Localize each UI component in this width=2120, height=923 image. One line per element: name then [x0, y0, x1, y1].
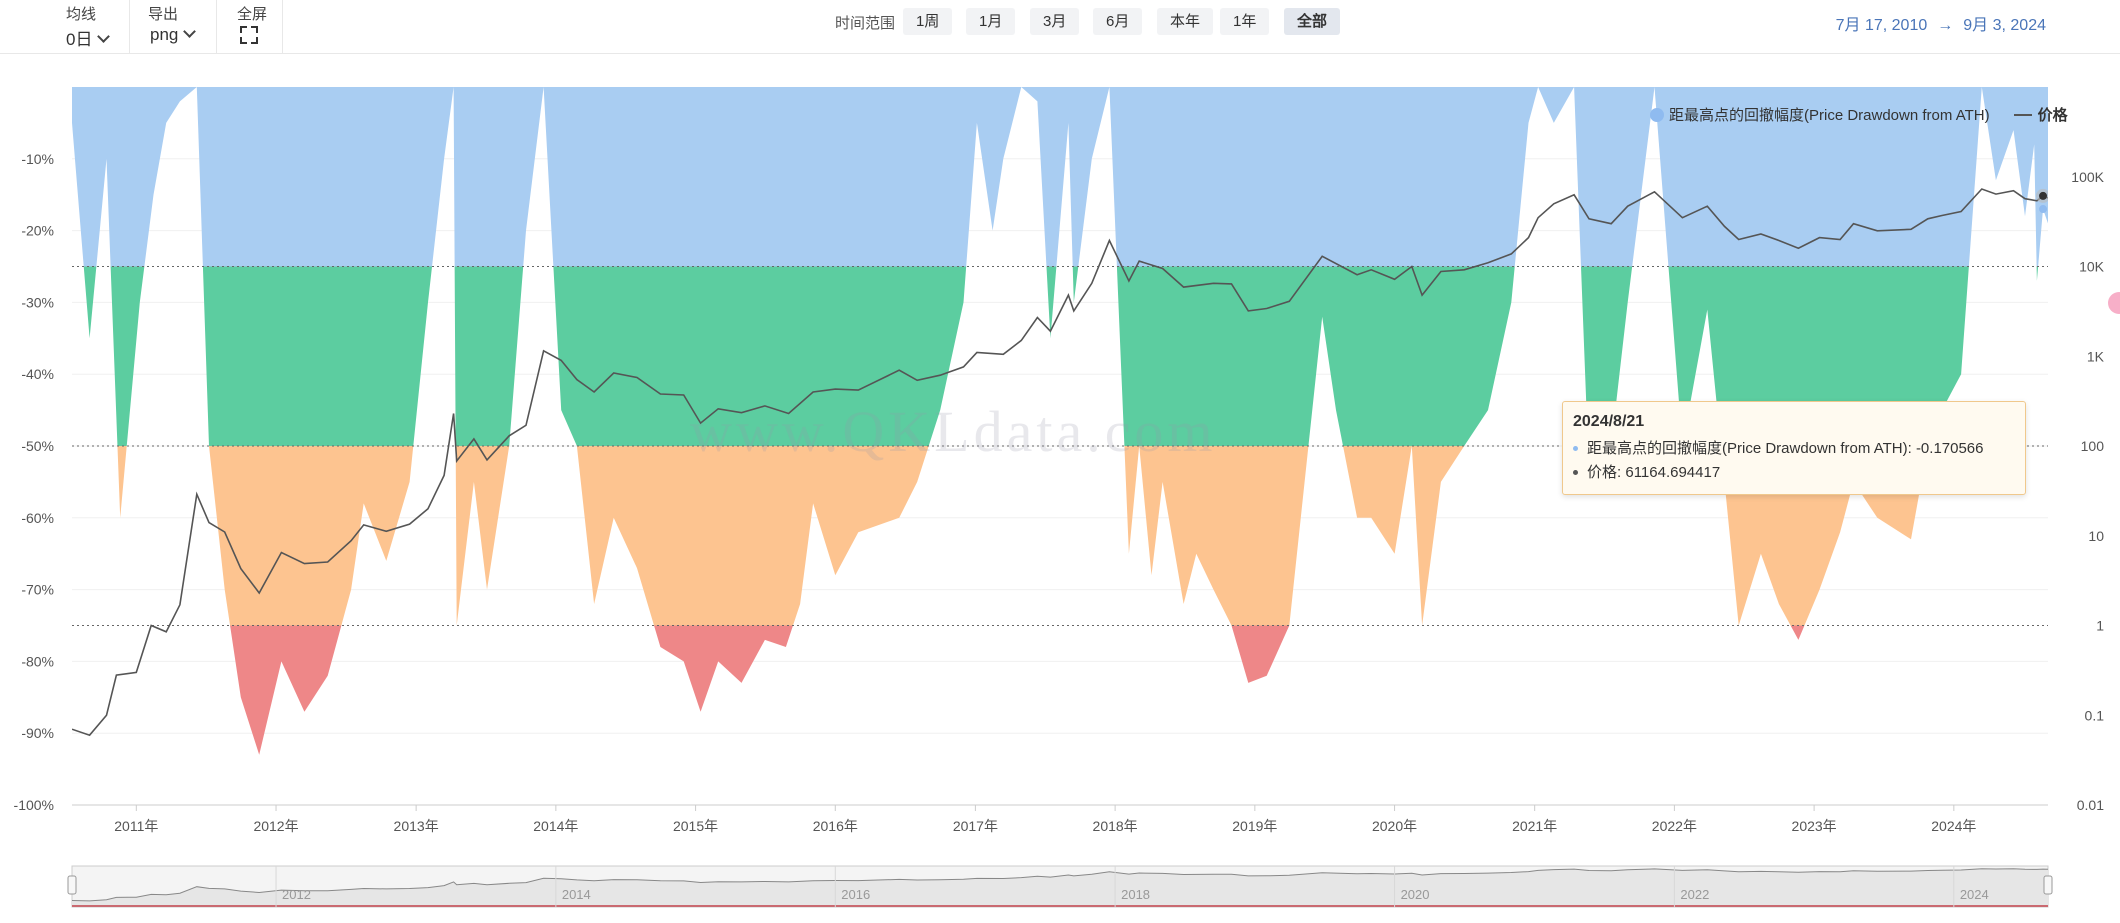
range-button-3m[interactable]: 3月 — [1030, 8, 1080, 35]
tooltip-drawdown-dot — [1573, 446, 1578, 451]
hover-marker — [2039, 191, 2048, 200]
price-line — [72, 188, 2048, 737]
y-left-tick-label: -100% — [14, 797, 54, 813]
y-right-tick-label: 1K — [2087, 348, 2105, 364]
tooltip-date: 2024/8/21 — [1573, 413, 1645, 430]
y-right-tick-label: 0.01 — [2077, 797, 2104, 813]
x-tick-label: 2012年 — [253, 818, 298, 834]
navigator-tick-label: 2012 — [282, 887, 311, 902]
navigator-tick-label: 2016 — [841, 887, 870, 902]
navigator-tick-label: 2014 — [562, 887, 591, 902]
range-button-all[interactable]: 全部 — [1284, 8, 1341, 35]
y-left-tick-label: -20% — [21, 223, 54, 239]
date-range[interactable]: 7月 17, 2010 → 9月 3, 2024 — [1836, 11, 2046, 35]
y-left-tick-label: -50% — [21, 438, 54, 454]
y-left-tick-label: -30% — [21, 294, 54, 310]
range-button-ytd[interactable]: 本年 — [1157, 8, 1214, 35]
ma-value: 0日 — [66, 30, 93, 49]
x-tick-label: 2020年 — [1372, 818, 1417, 834]
y-left-tick-label: -80% — [21, 653, 54, 669]
ma-control[interactable]: 均线 0日 — [66, 0, 130, 53]
fullscreen-icon[interactable] — [240, 26, 258, 44]
navigator-left-handle[interactable] — [67, 875, 77, 895]
range-button-1y[interactable]: 1年 — [1220, 8, 1270, 35]
tooltip-price-dot — [1573, 470, 1578, 475]
y-left-tick-label: -90% — [21, 725, 54, 741]
tooltip-price-row: 价格: 61164.694417 — [1573, 461, 1720, 482]
x-tick-label: 2024年 — [1931, 818, 1976, 834]
tooltip-price-value: 61164.694417 — [1625, 464, 1721, 481]
hover-marker-drawdown — [2039, 205, 2048, 214]
x-tick-label: 2014年 — [533, 818, 578, 834]
drawdown-band-0-25 — [72, 87, 2048, 267]
export-control[interactable]: 导出 png — [130, 0, 217, 53]
y-right-tick-label: 1 — [2096, 618, 2104, 634]
x-tick-label: 2017年 — [953, 818, 998, 834]
export-select[interactable]: png — [150, 25, 197, 45]
y-right-tick-label: 0.1 — [2085, 707, 2105, 723]
legend-drawdown-label[interactable]: 距最高点的回撤幅度(Price Drawdown from ATH) — [1669, 107, 1990, 124]
chart-legend[interactable]: 距最高点的回撤幅度(Price Drawdown from ATH) 价格 — [1650, 104, 2068, 125]
x-tick-label: 2023年 — [1792, 818, 1837, 834]
y-right-tick-label: 10 — [2088, 528, 2104, 544]
navigator-tick-label: 2018 — [1121, 887, 1150, 902]
tooltip-drawdown-value: -0.170566 — [1915, 440, 1984, 457]
x-tick-label: 2011年 — [114, 818, 158, 834]
y-left-tick-label: -60% — [21, 510, 54, 526]
x-tick-label: 2019年 — [1232, 818, 1277, 834]
legend-price-label[interactable]: 价格 — [2037, 107, 2068, 124]
y-left-tick-label: -40% — [21, 366, 54, 382]
chart-tooltip: 2024/8/21 距最高点的回撤幅度(Price Drawdown from … — [1562, 401, 2026, 495]
export-value: png — [150, 25, 179, 44]
arrow-right-icon: → — [1937, 17, 1954, 34]
date-to[interactable]: 9月 3, 2024 — [1963, 17, 2046, 34]
range-button-1w[interactable]: 1周 — [903, 8, 953, 35]
y-right-tick-label: 10K — [2079, 259, 2105, 275]
navigator-tick-label: 2022 — [1680, 887, 1709, 902]
y-left-tick-label: -70% — [21, 582, 54, 598]
drawdown-band-25-50 — [83, 266, 2039, 446]
navigator-line — [71, 868, 2049, 902]
navigator-tick-label: 2020 — [1401, 887, 1430, 902]
time-range-label: 时间范围 — [835, 15, 896, 32]
navigator-right-handle[interactable] — [2043, 875, 2053, 895]
ma-select[interactable]: 0日 — [66, 25, 111, 50]
range-button-6m[interactable]: 6月 — [1093, 8, 1143, 35]
range-button-1m[interactable]: 1月 — [966, 8, 1016, 35]
watermark: www.QKLdata.com — [690, 399, 1217, 464]
date-from[interactable]: 7月 17, 2010 — [1835, 17, 1928, 34]
toolbar: 均线 0日 导出 png 全屏 时间范围 1周 1月 3月 6月 本年 1年 全… — [0, 0, 2120, 54]
x-tick-label: 2022年 — [1652, 818, 1697, 834]
export-label: 导出 — [148, 6, 179, 23]
y-right-tick-label: 100 — [2081, 438, 2105, 454]
y-right-tick-label: 100K — [2071, 169, 2104, 185]
x-tick-label: 2015年 — [673, 818, 718, 834]
ma-label: 均线 — [66, 6, 97, 23]
tooltip-price-label: 价格 — [1587, 464, 1618, 481]
fullscreen-control[interactable]: 全屏 — [217, 0, 283, 53]
legend-price-marker — [2013, 114, 2032, 116]
x-tick-label: 2021年 — [1512, 818, 1557, 834]
x-tick-label: 2018年 — [1093, 818, 1138, 834]
legend-drawdown-marker — [1650, 108, 1664, 122]
side-handle-icon[interactable] — [2108, 292, 2120, 314]
navigator-area — [72, 868, 2048, 907]
x-tick-label: 2013年 — [394, 818, 439, 834]
y-left-tick-label: -10% — [21, 151, 54, 167]
navigator-tick-label: 2024 — [1960, 887, 1989, 902]
tooltip-drawdown-label: 距最高点的回撤幅度(Price Drawdown from ATH) — [1587, 440, 1908, 457]
fullscreen-label: 全屏 — [237, 6, 268, 23]
tooltip-drawdown-row: 距最高点的回撤幅度(Price Drawdown from ATH): -0.1… — [1573, 437, 1984, 458]
x-tick-label: 2016年 — [813, 818, 858, 834]
